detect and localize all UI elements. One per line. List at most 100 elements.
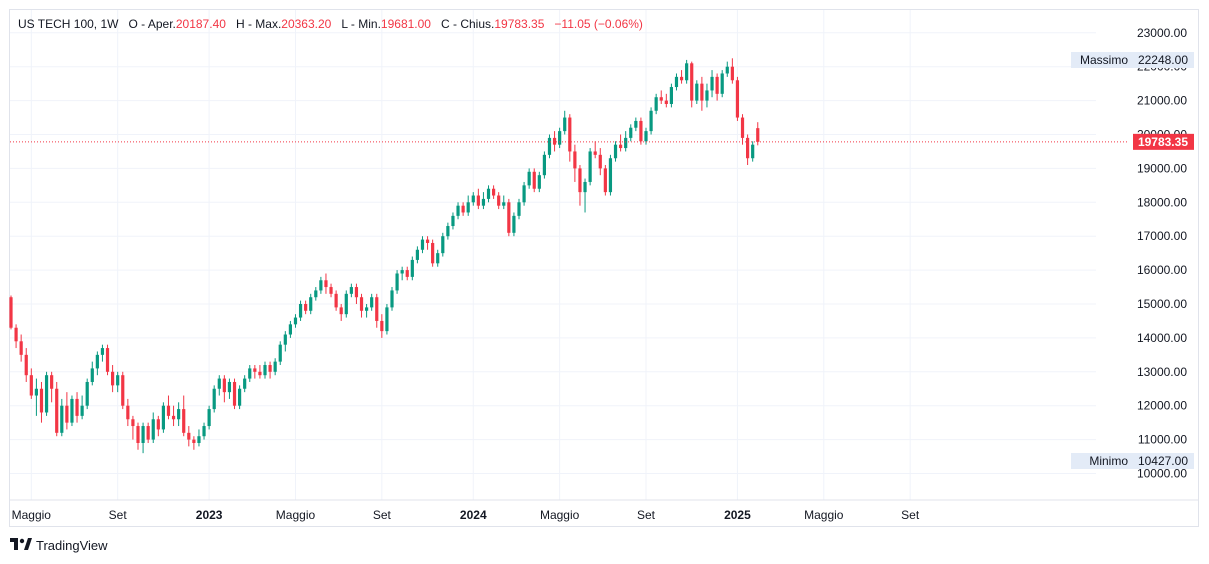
candle[interactable] xyxy=(34,378,38,416)
candle[interactable] xyxy=(141,422,145,454)
candle[interactable] xyxy=(400,266,404,281)
candle[interactable] xyxy=(547,134,552,159)
candle[interactable] xyxy=(121,371,125,410)
candle[interactable] xyxy=(319,276,323,294)
candle[interactable] xyxy=(166,395,171,420)
candle[interactable] xyxy=(679,70,684,84)
candle[interactable] xyxy=(578,165,582,206)
candle[interactable] xyxy=(207,405,211,430)
candle[interactable] xyxy=(746,134,750,166)
candle[interactable] xyxy=(329,283,333,298)
candle[interactable] xyxy=(171,405,176,427)
candle[interactable] xyxy=(90,361,94,386)
candle[interactable] xyxy=(532,168,536,193)
candle[interactable] xyxy=(410,256,414,281)
candle[interactable] xyxy=(624,131,628,152)
chart-frame[interactable] xyxy=(9,9,1199,527)
candle[interactable] xyxy=(603,165,607,196)
candle[interactable] xyxy=(425,236,430,250)
candle[interactable] xyxy=(705,83,709,108)
candle[interactable] xyxy=(639,117,643,145)
candle[interactable] xyxy=(517,198,521,220)
candle[interactable] xyxy=(227,378,232,399)
candle[interactable] xyxy=(375,293,379,328)
candle[interactable] xyxy=(497,192,501,210)
candle[interactable] xyxy=(385,304,389,335)
time-axis[interactable]: Maggio Set 2023 Maggio Set 2024 Maggio Set 2025 M… xyxy=(12,508,920,522)
candle[interactable] xyxy=(512,212,516,237)
candle[interactable] xyxy=(664,93,668,108)
candle[interactable] xyxy=(248,365,252,382)
candle[interactable] xyxy=(415,246,419,264)
candle[interactable] xyxy=(431,239,435,267)
candle[interactable] xyxy=(349,283,353,298)
candle[interactable] xyxy=(19,334,23,362)
candle[interactable] xyxy=(629,124,633,142)
candle[interactable] xyxy=(669,83,673,108)
candle[interactable] xyxy=(588,148,592,186)
candle[interactable] xyxy=(156,415,160,437)
candle[interactable] xyxy=(146,422,150,443)
candle[interactable] xyxy=(522,181,526,206)
candle[interactable] xyxy=(492,185,496,199)
candle[interactable] xyxy=(674,73,679,91)
candle[interactable] xyxy=(177,402,181,427)
candle[interactable] xyxy=(466,195,470,216)
candle[interactable] xyxy=(24,348,28,382)
candle[interactable] xyxy=(558,127,562,149)
candle[interactable] xyxy=(217,375,221,396)
candle[interactable] xyxy=(700,76,704,111)
candle[interactable] xyxy=(273,358,277,376)
candle[interactable] xyxy=(720,70,724,98)
candle[interactable] xyxy=(283,331,287,352)
candle[interactable] xyxy=(537,171,541,193)
candle[interactable] xyxy=(710,70,714,98)
candle[interactable] xyxy=(136,422,140,450)
candle[interactable] xyxy=(80,395,84,420)
candle[interactable] xyxy=(131,415,135,440)
candle[interactable] xyxy=(258,365,262,379)
candle[interactable] xyxy=(461,202,465,216)
candle[interactable] xyxy=(735,76,740,121)
candle[interactable] xyxy=(395,270,399,294)
candle[interactable] xyxy=(9,295,13,330)
candle[interactable] xyxy=(552,131,557,152)
candle[interactable] xyxy=(619,134,623,152)
candle[interactable] xyxy=(243,375,247,393)
candle[interactable] xyxy=(309,293,313,315)
candle[interactable] xyxy=(29,368,33,399)
candles[interactable] xyxy=(9,58,760,454)
candle[interactable] xyxy=(486,185,491,203)
candle[interactable] xyxy=(563,110,567,135)
candle[interactable] xyxy=(436,249,440,267)
candle[interactable] xyxy=(685,59,689,84)
candle[interactable] xyxy=(85,378,89,410)
candle[interactable] xyxy=(690,61,694,108)
candle[interactable] xyxy=(405,266,409,281)
candle[interactable] xyxy=(542,151,546,179)
candle[interactable] xyxy=(730,58,734,84)
candle[interactable] xyxy=(65,392,69,430)
candle[interactable] xyxy=(14,324,18,349)
candle[interactable] xyxy=(50,371,54,403)
candle[interactable] xyxy=(202,422,206,440)
candle[interactable] xyxy=(451,212,455,230)
candle[interactable] xyxy=(573,144,577,182)
candle[interactable] xyxy=(339,304,343,321)
candle[interactable] xyxy=(441,232,445,257)
candle[interactable] xyxy=(278,341,282,366)
candle[interactable] xyxy=(456,202,460,220)
candle[interactable] xyxy=(232,378,237,410)
candle[interactable] xyxy=(161,402,165,433)
candle[interactable] xyxy=(151,412,155,443)
candle[interactable] xyxy=(197,429,201,447)
candle[interactable] xyxy=(39,381,44,423)
candle[interactable] xyxy=(365,304,369,318)
candle[interactable] xyxy=(253,365,257,379)
candle[interactable] xyxy=(583,178,587,213)
candle[interactable] xyxy=(344,290,348,318)
candle[interactable] xyxy=(111,365,115,393)
candle[interactable] xyxy=(659,90,663,104)
candle[interactable] xyxy=(370,293,374,311)
candle[interactable] xyxy=(182,395,186,437)
